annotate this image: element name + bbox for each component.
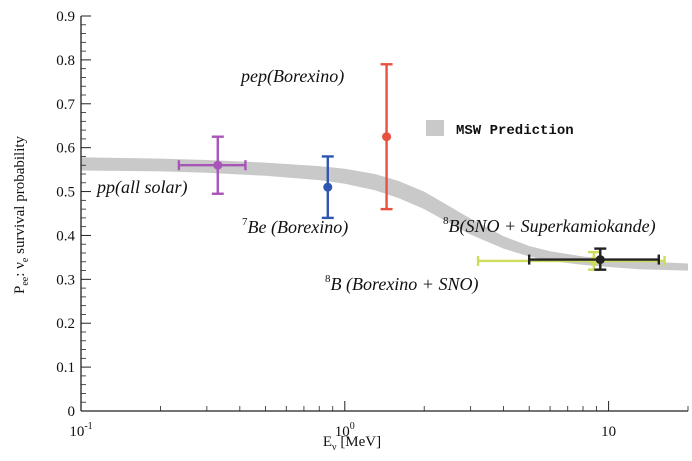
msw-band-layer: [81, 157, 688, 271]
legend: MSW Prediction: [426, 120, 574, 139]
axes: 0 0.1 0.2 0.3 0.4 0.5 0.6 0.7 0.8 0.9 10-1 100 10: [56, 9, 689, 440]
data-point-2: [380, 63, 393, 211]
y-tick-label: 0.6: [56, 141, 75, 157]
point-label-3: 8B (Borexino + SNO): [325, 273, 478, 295]
point-label-2: pep(Borexino): [239, 66, 344, 87]
data-marker: [213, 160, 223, 170]
x-axis-label: Eν [MeV]: [323, 434, 381, 453]
x-tick-label: 10: [601, 424, 616, 440]
data-marker: [595, 255, 605, 265]
y-tick-label: 0.8: [56, 53, 75, 69]
msw-prediction-band: [81, 157, 688, 271]
legend-swatch: [426, 120, 444, 136]
data-point-0: [177, 135, 247, 195]
y-tick-label: 0.2: [56, 316, 75, 332]
y-tick-label: 0.5: [56, 185, 75, 201]
point-label-0: pp(all solar): [95, 177, 188, 198]
annotations: pp(all solar) 7Be (Borexino) pep(Borexino)…: [95, 66, 656, 295]
y-axis-label: Pee: νe survival probability: [12, 135, 31, 294]
y-tick-label: 0.3: [56, 272, 75, 288]
data-marker: [323, 182, 333, 192]
y-tick-label: 0.7: [56, 97, 75, 113]
data-point-4: [527, 247, 660, 271]
x-tick-label: 10-1: [69, 421, 92, 440]
y-tick-label: 0.4: [56, 228, 75, 244]
data-points-layer: [177, 63, 666, 271]
point-label-1: 7Be (Borexino): [242, 216, 348, 238]
legend-label: MSW Prediction: [456, 123, 574, 139]
data-point-1: [321, 155, 334, 220]
y-tick-label: 0.1: [56, 360, 75, 376]
point-label-4: 8B(SNO + Superkamiokande): [443, 215, 656, 237]
x-tick-label: 100: [335, 421, 355, 440]
y-tick-label: 0.9: [56, 9, 75, 25]
y-tick-label: 0: [68, 404, 76, 420]
data-marker: [382, 132, 392, 142]
